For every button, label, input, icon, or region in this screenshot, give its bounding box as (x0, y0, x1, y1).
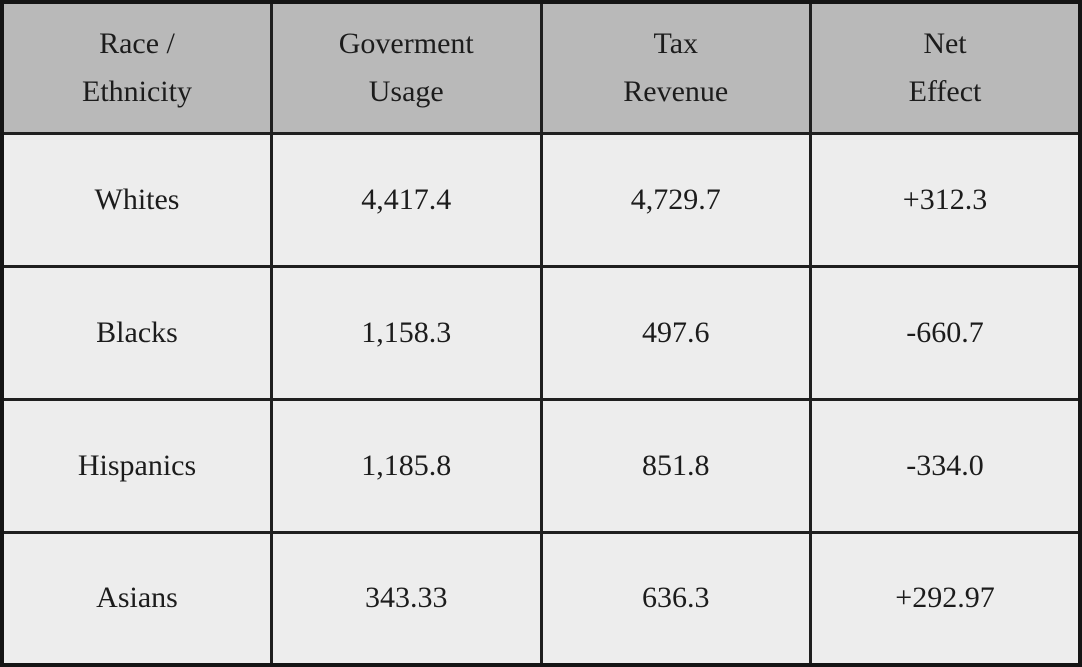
table-body: Whites 4,417.4 4,729.7 +312.3 Blacks 1,1… (0, 131, 1082, 667)
table-row-blacks: Blacks 1,158.3 497.6 -660.7 (0, 264, 1082, 401)
column-header-tax-revenue: Tax Revenue (539, 0, 812, 135)
table-cell: 4,729.7 (539, 131, 812, 268)
column-header-government-usage: Goverment Usage (270, 0, 543, 135)
table-row-asians: Asians 343.33 636.3 +292.97 (0, 530, 1082, 667)
table-header: Race / Ethnicity Goverment Usage Tax Rev… (0, 0, 1082, 135)
table-cell: -660.7 (809, 264, 1082, 401)
table-cell: -334.0 (809, 397, 1082, 534)
table-row-hispanics: Hispanics 1,185.8 851.8 -334.0 (0, 397, 1082, 534)
table-row-whites: Whites 4,417.4 4,729.7 +312.3 (0, 131, 1082, 268)
row-label: Asians (0, 530, 273, 667)
table-cell: 497.6 (539, 264, 812, 401)
header-row: Race / Ethnicity Goverment Usage Tax Rev… (0, 0, 1082, 135)
row-label: Hispanics (0, 397, 273, 534)
table-cell: 1,185.8 (270, 397, 543, 534)
row-label: Whites (0, 131, 273, 268)
table-cell: 851.8 (539, 397, 812, 534)
table-cell: 636.3 (539, 530, 812, 667)
table-cell: 1,158.3 (270, 264, 543, 401)
row-label: Blacks (0, 264, 273, 401)
column-header-race-ethnicity: Race / Ethnicity (0, 0, 273, 135)
table-cell: +292.97 (809, 530, 1082, 667)
column-header-net-effect: Net Effect (809, 0, 1082, 135)
table-cell: 343.33 (270, 530, 543, 667)
table-cell: +312.3 (809, 131, 1082, 268)
table-cell: 4,417.4 (270, 131, 543, 268)
